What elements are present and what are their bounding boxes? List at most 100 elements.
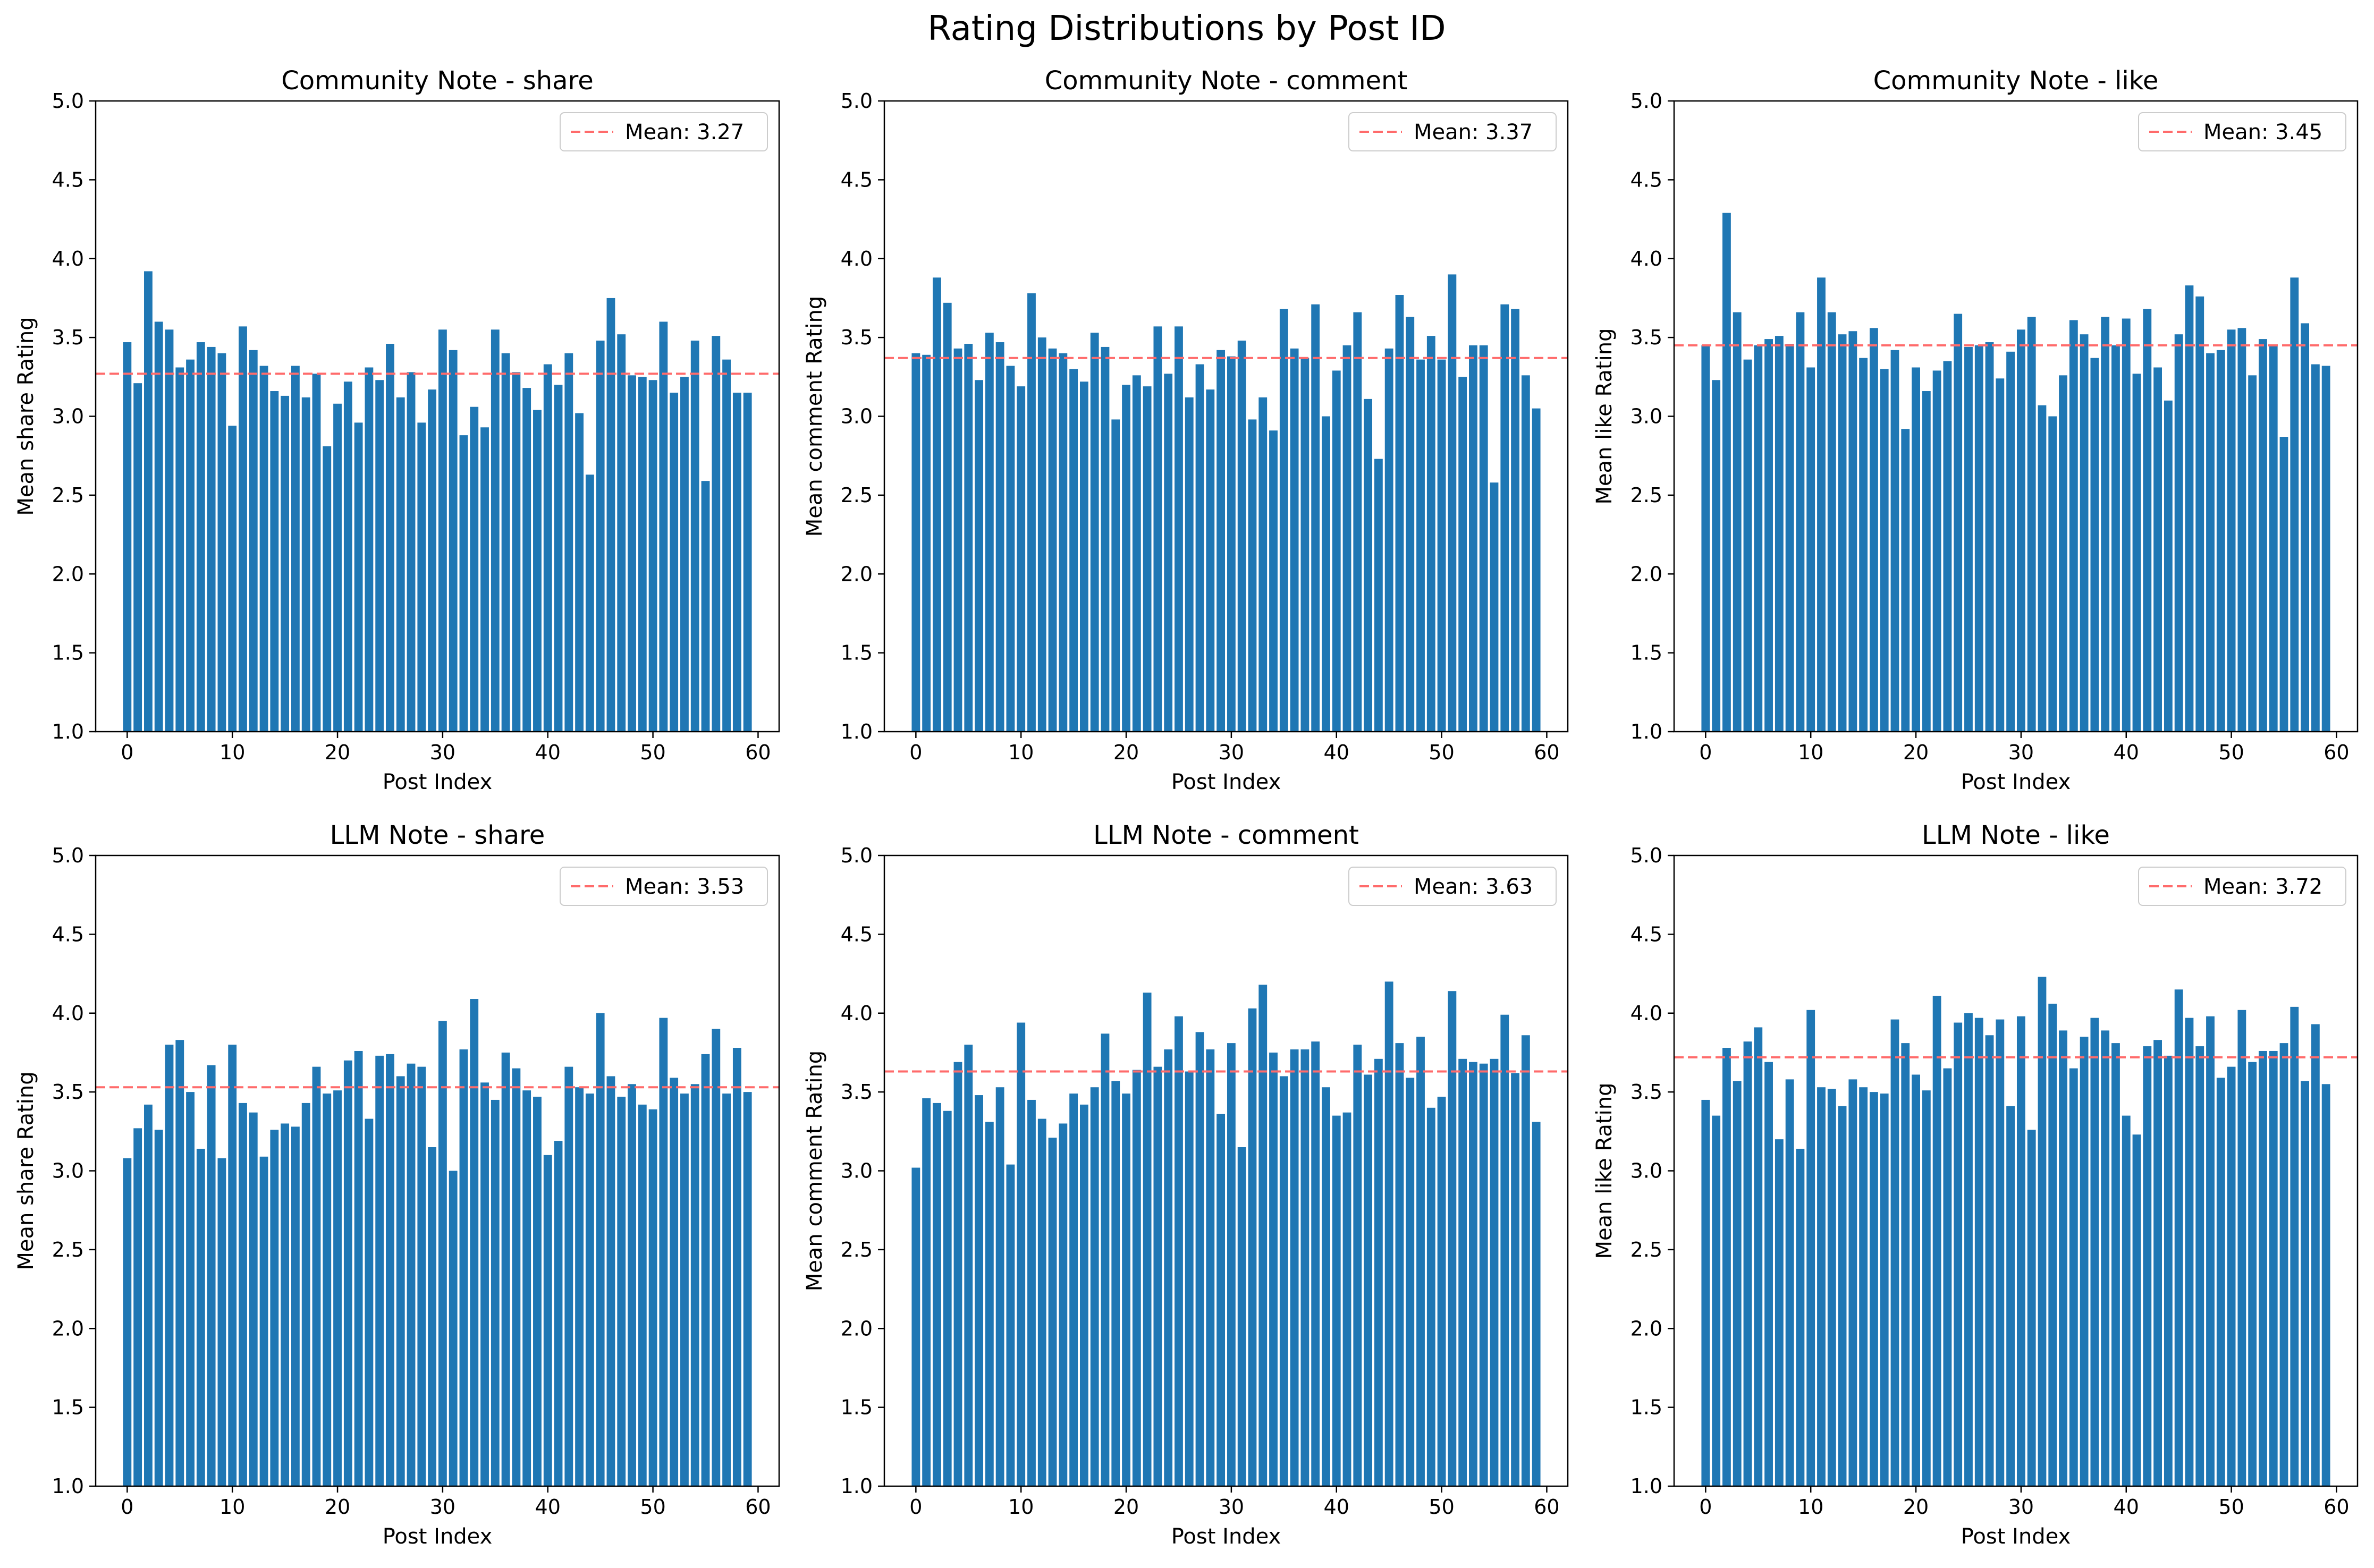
panel-2-y-tick-label: 3.0 [841,405,873,428]
panel-2-y-tick-label: 3.5 [841,326,873,349]
panel-1-bar [470,406,479,732]
panel-3-bar [1869,328,1878,732]
panel-3-bar [2048,416,2057,732]
panel-5-bar [1458,1058,1467,1486]
panel-3-bar [2080,334,2089,732]
panel-6-y-tick-label: 1.0 [1630,1474,1662,1498]
panel-4-bar [459,1049,468,1486]
panel-2-bar [1521,375,1530,732]
panel-1-bar [670,392,679,732]
panel-5-y-tick-label: 5.0 [841,844,873,867]
panel-2-bar [995,342,1004,732]
panel-2-bar [1258,397,1268,732]
panel-1-bar [333,403,342,732]
panel-1-y-tick-label: 3.0 [52,405,84,428]
panel-5-bar [911,1167,920,1486]
panel-3-bar [1775,336,1784,732]
panel-2-bar [1374,459,1383,732]
panel-4-bar [449,1171,458,1486]
panel-1-bar [438,329,447,732]
panel-3-legend-box [2138,112,2346,151]
panel-1-bar [407,372,416,732]
panel-2-bar [1027,293,1036,732]
panel-6-bar [2164,1055,2173,1486]
panel-5-bar [1384,981,1393,1486]
panel-2-bar [1269,430,1278,732]
panel-6-bar [2279,1043,2288,1486]
panel-2-bar [1111,419,1120,732]
panel-1-bar [659,321,668,732]
panel-4-title: LLM Note - share [330,820,545,850]
panel-1-bar [259,366,268,732]
panel-2-legend-label: Mean: 3.37 [1414,120,1533,145]
panel-2-x-label: Post Index [1171,770,1281,794]
panel-4-bar [417,1066,426,1486]
panel-5-bar [1342,1112,1351,1486]
panel-1-bar [375,380,384,732]
panel-4-bar [175,1040,184,1486]
panel-1-y-tick-label: 3.5 [52,326,84,349]
panel-1-bar [596,341,605,732]
panel-4-x-tick-label: 40 [535,1495,561,1519]
panel-4-bar [123,1158,132,1486]
panel-3-bar [2006,351,2015,732]
panel-6-bar [2237,1010,2246,1486]
panel-5-bar [985,1122,994,1486]
panel-1-bar [396,397,405,732]
panel-4-bar [249,1112,258,1486]
panel-6-bar [1901,1043,1910,1486]
panel-6-bar [2195,1046,2204,1486]
panel-5-bar [1479,1063,1488,1486]
panel-4-bar [333,1090,342,1486]
panel-2-bar [1164,374,1173,732]
panel-6-bar [1880,1094,1889,1486]
panel-5-bar [1248,1008,1257,1486]
panel-5: LLM Note - comment 0 10 20 30 40 50 60 1.0 1.5 2.0… [802,820,1569,1549]
panel-2-bar [1153,326,1162,732]
panel-3-bar [2301,323,2309,732]
panel-3-y-label: Mean like Rating [1592,328,1617,505]
panel-4-bar [596,1013,605,1486]
panel-6-bar [1974,1018,1983,1486]
panel-2-x-tick-label: 40 [1324,741,1349,764]
panel-5-bar [1353,1045,1362,1486]
panel-6-bar [1954,1022,1963,1486]
panel-1-x-tick-label: 20 [325,741,350,764]
panel-4-bar [533,1097,542,1486]
panel-1-y-tick-label: 4.5 [52,168,84,191]
panel-6-bar [2059,1030,2067,1486]
panel-2-bar [1185,397,1194,732]
panel-3-bar [1964,346,1973,732]
panel-4-bar [375,1055,384,1486]
panel-4-bar [154,1130,163,1486]
panel-3-bar [2090,358,2099,732]
panel-6-bar [1922,1090,1931,1486]
panel-5-bar [1079,1104,1088,1486]
panel-3-x-tick-label: 30 [2008,741,2034,764]
panel-6: LLM Note - like 0 10 20 30 40 50 60 1.0 1.5 2.0 2.5… [1592,820,2359,1549]
panel-3-y-tick-label: 3.5 [1630,326,1662,349]
panel-2-y-tick-label: 1.0 [841,720,873,743]
panel-2-bar [922,354,931,732]
panel-6-bar [2038,977,2047,1486]
panel-5-bar [964,1045,973,1486]
panel-3-title: Community Note - like [1873,66,2159,96]
panel-2-x-tick-label: 20 [1113,741,1139,764]
panel-4-bar [585,1094,594,1486]
panel-2-bar [1143,386,1152,732]
panel-4-y-tick-label: 3.0 [52,1159,84,1183]
panel-2-bar [1048,348,1057,732]
panels: Community Note - share 0 10 20 30 40 50 60 1.0 1.… [14,66,2359,1549]
panel-5-bar [1364,1074,1373,1486]
panel-3-bar [2279,437,2288,732]
panel-1: Community Note - share 0 10 20 30 40 50 60 1.0 1.… [14,66,780,794]
panel-5-bar [1311,1041,1320,1486]
panel-5-bar [1416,1037,1425,1486]
panel-2-bar [1490,482,1499,732]
panel-4-bar [491,1099,500,1486]
panel-2-bar [1175,326,1183,732]
panel-6-x-tick-label: 20 [1903,1495,1929,1519]
panel-3-bar [1743,359,1752,732]
panel-4-x-tick-label: 60 [745,1495,771,1519]
panel-3-bar [1764,339,1773,732]
